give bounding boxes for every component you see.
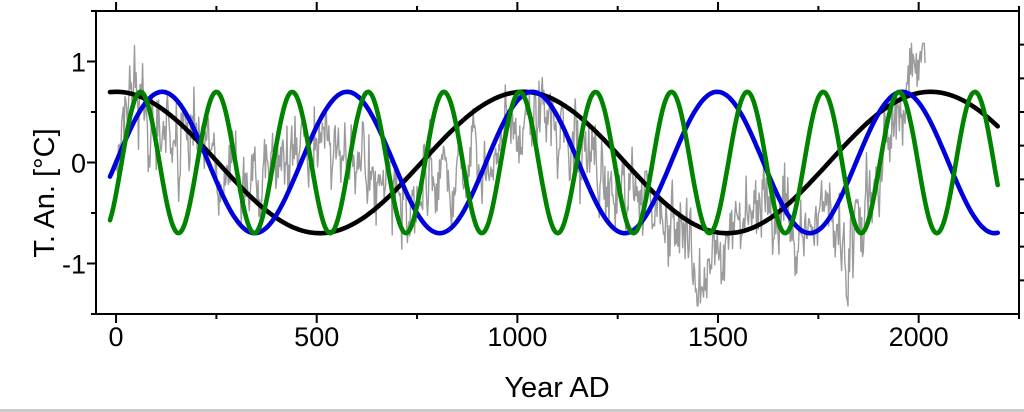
y-tick-label: 0 bbox=[71, 149, 86, 179]
y-axis-title: T. An. [°C] bbox=[29, 128, 61, 257]
millennial-cycle-sine-line bbox=[107, 89, 1000, 236]
x-axis-title: Year AD bbox=[504, 372, 609, 404]
page-bottom-border bbox=[0, 409, 1024, 412]
x-tick-label: 2000 bbox=[889, 322, 949, 352]
x-tick-label: 1000 bbox=[487, 322, 547, 352]
x-tick-label: 0 bbox=[109, 322, 124, 352]
y-tick-label: 1 bbox=[71, 48, 86, 78]
plot-layer: 0 500 1000 1500 2000 -1 0 1 bbox=[62, 2, 1024, 352]
x-tick-label: 500 bbox=[294, 322, 339, 352]
de-vries-cycle-sine-line bbox=[107, 89, 1000, 236]
x-tick-label: 1500 bbox=[688, 322, 748, 352]
proxy-temperature-reconstruction-line bbox=[115, 42, 926, 307]
y-tick-label: -1 bbox=[62, 250, 86, 280]
